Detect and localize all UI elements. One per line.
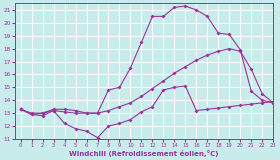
X-axis label: Windchill (Refroidissement éolien,°C): Windchill (Refroidissement éolien,°C)	[69, 150, 219, 156]
